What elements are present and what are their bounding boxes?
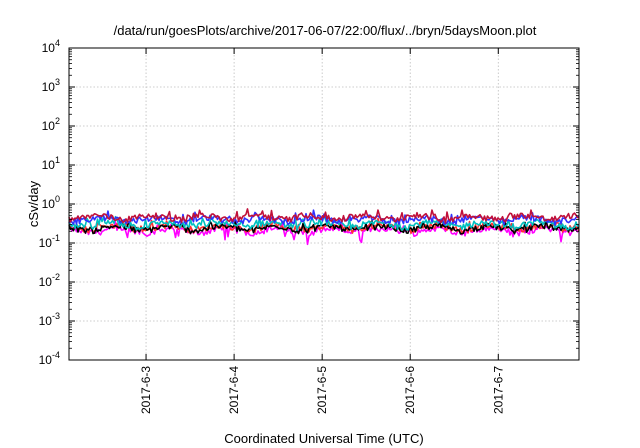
- series-line: [68, 221, 580, 246]
- y-axis-title: cSv/day: [26, 180, 41, 227]
- x-tick-label: 2017-6-5: [315, 366, 329, 414]
- chart-title: /data/run/goesPlots/archive/2017-06-07/2…: [114, 23, 537, 38]
- x-tick-label: 2017-6-4: [227, 366, 241, 414]
- series-layer: [68, 208, 580, 246]
- x-tick-label: 2017-6-7: [491, 366, 505, 414]
- series-line: [68, 218, 580, 235]
- x-axis-title: Coordinated Universal Time (UTC): [224, 431, 423, 446]
- x-tick-label: 2017-6-6: [403, 366, 417, 414]
- series-line: [68, 208, 580, 224]
- x-tick-label: 2017-6-3: [139, 366, 153, 414]
- grid-layer: [69, 48, 579, 360]
